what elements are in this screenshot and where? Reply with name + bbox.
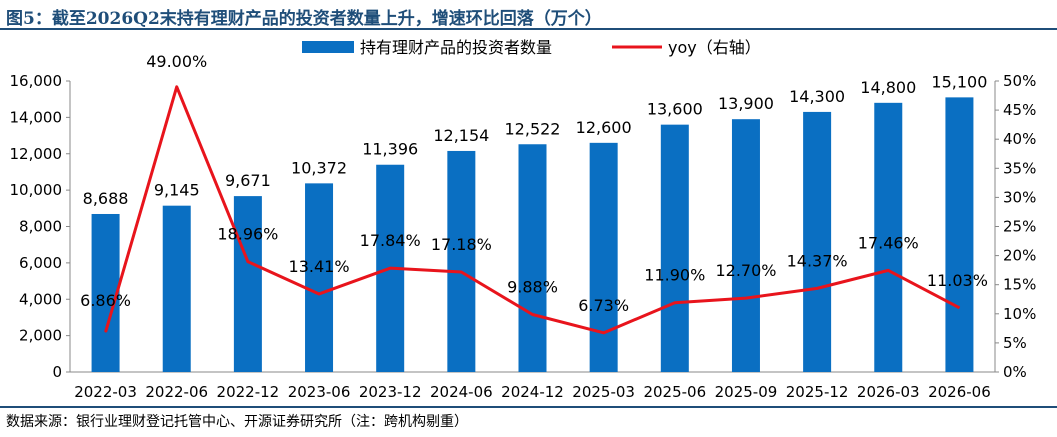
yoy-point: [958, 307, 960, 309]
source-note: 数据来源：银行业理财登记托管中心、开源证券研究所（注：跨机构剔重）: [6, 414, 468, 430]
bar-value-label: 8,688: [83, 189, 129, 208]
yoy-point: [247, 261, 249, 263]
yoy-point: [887, 269, 889, 271]
bar-value-label: 13,600: [647, 100, 703, 119]
chart: 0 2,000 4,000 6,000 8,000 10,000 12,000 14,000 1…: [10, 38, 1037, 401]
y-right-tick-label: 25%: [1003, 218, 1036, 236]
bar-value-label: 9,671: [225, 171, 271, 190]
y-left-tick-label: 8,000: [19, 218, 62, 236]
yoy-point: [532, 313, 533, 315]
legend-label-line: yoy（右轴）: [668, 38, 761, 57]
yoy-value-label: 11.03%: [927, 271, 988, 290]
y-left-tick-label: 2,000: [19, 327, 62, 345]
yoy-value-label: 17.18%: [431, 235, 492, 254]
y-left-tick-label: 0: [52, 363, 62, 381]
footer-divider: [0, 406, 1057, 408]
yoy-value-label: 14.37%: [787, 251, 848, 270]
y-right-tick-label: 5%: [1003, 334, 1027, 352]
y-left-tick-label: 12,000: [10, 145, 63, 163]
yoy-point: [176, 86, 178, 88]
bar: [518, 144, 547, 372]
y-right-tick-label: 40%: [1003, 130, 1036, 148]
x-tick-label: 2023-12: [359, 383, 422, 401]
x-tick-label: 2025-06: [643, 383, 706, 401]
bar-value-label: 13,900: [718, 94, 774, 113]
legend-swatch-bar: [302, 41, 354, 53]
yoy-point: [745, 297, 747, 299]
yoy-value-label: 6.73%: [578, 296, 629, 315]
y-right-tick-label: 35%: [1003, 159, 1036, 177]
bar-value-label: 11,396: [362, 140, 418, 159]
yoy-point: [603, 332, 605, 334]
x-tick-label: 2022-03: [74, 383, 137, 401]
bar: [874, 102, 903, 372]
x-tick-label: 2025-09: [715, 383, 778, 401]
y-right-tick-label: 0%: [1003, 363, 1027, 381]
y-right-tick-label: 15%: [1003, 276, 1036, 294]
yoy-value-label: 6.86%: [80, 291, 131, 310]
y-right-tick-label: 45%: [1003, 101, 1036, 119]
y-left-tick-label: 14,000: [10, 108, 63, 126]
bar: [447, 150, 476, 372]
yoy-point: [816, 287, 818, 289]
y-left-tick-label: 6,000: [19, 254, 62, 272]
bar: [233, 196, 262, 372]
bar: [803, 111, 832, 372]
x-tick-label: 2024-12: [501, 383, 564, 401]
bar: [91, 213, 120, 372]
figure-title: 图5：截至2026Q2末持有理财产品的投资者数量上升，增速环比回落（万个）: [6, 9, 602, 29]
y-right-tick-label: 10%: [1003, 305, 1036, 323]
bar: [731, 119, 760, 372]
y-left-tick-label: 10,000: [10, 181, 63, 199]
bar: [305, 183, 334, 372]
x-tick-label: 2026-03: [857, 383, 920, 401]
bar: [589, 142, 618, 372]
yoy-point: [674, 302, 676, 304]
yoy-point: [460, 271, 462, 273]
bar-value-label: 12,522: [505, 119, 561, 138]
bar-value-label: 9,145: [154, 181, 200, 200]
bar-value-label: 10,372: [291, 158, 347, 177]
yoy-value-label: 18.96%: [217, 225, 278, 244]
bar-value-label: 14,300: [789, 87, 845, 106]
yoy-point: [105, 331, 107, 333]
y-right-tick-label: 20%: [1003, 247, 1036, 265]
y-right-tick-label: 30%: [1003, 188, 1036, 206]
yoy-value-label: 49.00%: [146, 52, 207, 71]
bar-value-label: 12,600: [576, 118, 632, 137]
yoy-value-label: 11.90%: [644, 266, 705, 285]
x-tick-label: 2022-12: [217, 383, 280, 401]
bar: [660, 124, 689, 373]
x-tick-label: 2023-06: [288, 383, 351, 401]
bar-value-label: 12,154: [433, 126, 489, 145]
x-tick-label: 2025-12: [786, 383, 849, 401]
yoy-value-label: 17.46%: [858, 233, 919, 252]
x-tick-label: 2026-06: [928, 383, 991, 401]
yoy-point: [389, 267, 391, 269]
title-bar: 图5：截至2026Q2末持有理财产品的投资者数量上升，增速环比回落（万个）: [0, 0, 1057, 30]
yoy-value-label: 9.88%: [507, 277, 558, 296]
yoy-value-label: 17.84%: [360, 231, 421, 250]
yoy-point: [318, 293, 320, 295]
x-tick-label: 2025-03: [572, 383, 635, 401]
yoy-value-label: 13.41%: [289, 257, 350, 276]
bar: [162, 205, 191, 372]
x-tick-label: 2024-06: [430, 383, 493, 401]
y-right-tick-label: 50%: [1003, 72, 1036, 90]
bar: [945, 97, 974, 373]
yoy-value-label: 12.70%: [715, 261, 776, 280]
y-left-tick-label: 4,000: [19, 290, 62, 308]
y-left-tick-label: 16,000: [10, 72, 63, 90]
bar-value-label: 15,100: [931, 72, 987, 91]
bar-value-label: 14,800: [860, 78, 916, 97]
legend-label-bar: 持有理财产品的投资者数量: [360, 38, 552, 57]
x-tick-label: 2022-06: [145, 383, 208, 401]
